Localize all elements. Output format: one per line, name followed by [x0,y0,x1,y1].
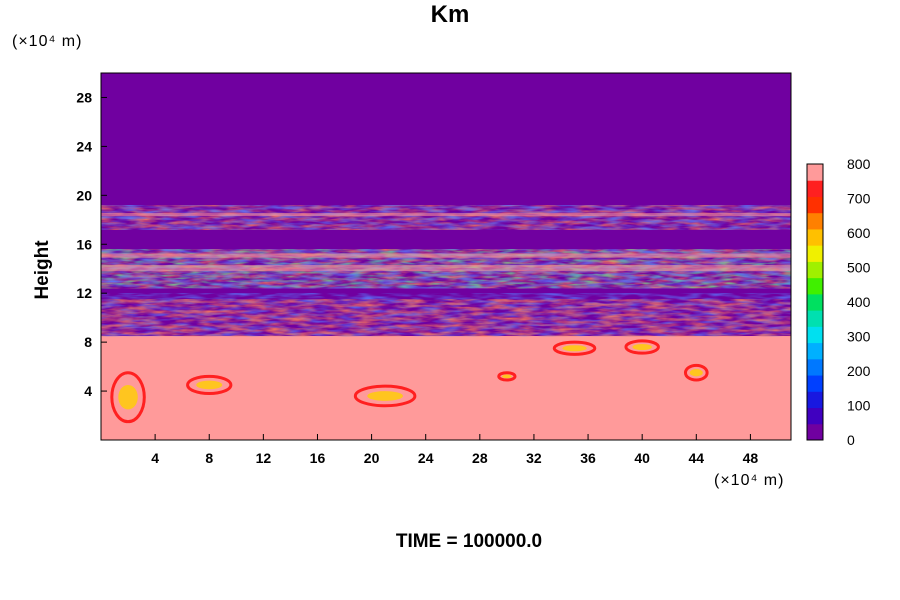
y-tick-label: 12 [76,285,92,301]
heatmap-field [101,73,791,440]
x-tick-label: 48 [743,450,759,466]
colorbar-swatch [807,310,823,327]
colorbar-label: 600 [847,225,871,241]
colorbar-swatch [807,423,823,441]
y-axis-unit: (×10⁴ m) [12,33,83,50]
x-tick-label: 16 [310,450,326,466]
x-tick-label: 32 [526,450,542,466]
x-tick-label: 12 [256,450,272,466]
y-tick-label: 4 [84,383,92,399]
colorbar-swatch [807,391,823,409]
x-tick-label: 4 [151,450,159,466]
y-tick-label: 20 [76,187,92,203]
x-tick-label: 28 [472,450,488,466]
eddy-core [632,343,652,351]
colorbar-swatch [807,261,823,279]
y-axis-ticks: 4 8 12 16 20 24 28 [76,89,107,399]
colorbar-swatch [807,358,823,376]
eddy-contour [552,340,597,356]
x-tick-label: 44 [689,450,705,466]
colorbar-swatch [807,212,823,230]
chart-title: Km [430,1,470,28]
x-axis-unit: (×10⁴ m) [714,472,785,489]
colorbar-swatch [807,277,823,295]
colorbar-label: 400 [847,294,871,310]
x-tick-label: 8 [205,450,213,466]
region-band [101,73,791,208]
colorbar-label: 300 [847,329,871,345]
plot-frame [100,72,792,441]
eddy-contour [110,371,146,424]
colorbar-label: 200 [847,363,871,379]
x-tick-label: 20 [364,450,380,466]
x-tick-label: 24 [418,450,434,466]
colorbar-swatch [807,196,823,214]
colorbar-swatch [807,375,823,392]
colorbar-swatch [807,164,823,181]
eddy-core [562,345,587,352]
colorbar-label: 700 [847,191,871,207]
eddy-core [367,391,403,401]
x-axis-ticks: 4 8 12 16 20 24 28 32 36 40 44 48 [151,434,758,466]
colorbar-swatch [807,180,823,197]
y-tick-label: 16 [76,236,92,252]
y-tick-label: 24 [76,138,92,154]
eddy-contour [353,384,417,408]
time-label: TIME = 100000.0 [395,531,543,552]
colorbar-label: 100 [847,398,871,414]
colorbar-swatch [807,293,823,311]
x-tick-label: 40 [634,450,650,466]
colorbar-swatch [807,407,823,425]
eddy-core [502,374,512,379]
colorbar-label: 800 [847,156,871,172]
colorbar-swatch [807,228,823,246]
filament-sheet [101,253,791,258]
colorbar: 0 100 200 300 400 500 600 700 800 [806,156,871,448]
eddy-core [118,384,138,410]
eddy-contour [186,374,233,396]
y-tick-label: 8 [84,334,92,350]
eddy-core [196,380,223,390]
colorbar-swatch [807,245,823,262]
filament-layer [101,299,791,337]
colorbar-label: 500 [847,260,871,276]
eddy-contour [624,339,660,355]
colorbar-frame [806,163,824,441]
colorbar-swatch [807,342,823,360]
eddy-contour [683,363,709,382]
x-tick-label: 36 [580,450,596,466]
colorbar-label: 0 [847,432,855,448]
filament-sheet [101,265,791,272]
eddy-core [689,369,703,377]
y-tick-label: 28 [76,89,92,105]
filament-layer [101,205,791,230]
colorbar-swatch [807,326,823,344]
eddy-contour [497,371,517,382]
filament-sheet [101,213,791,217]
